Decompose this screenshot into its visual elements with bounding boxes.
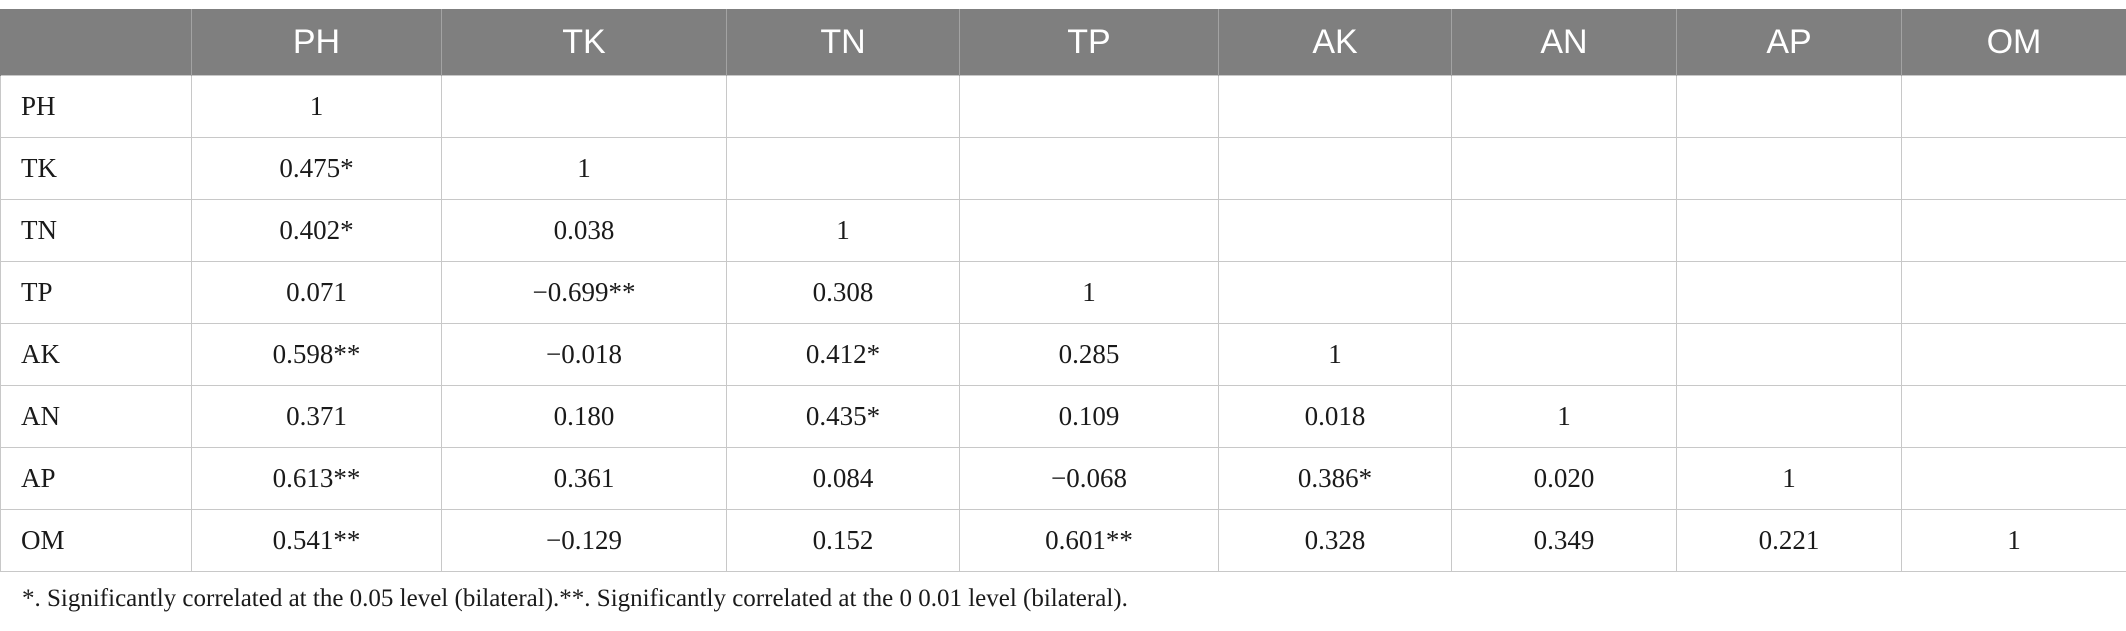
table-cell: [1676, 261, 1902, 324]
row-header-cell: AP: [0, 447, 192, 510]
table-cell: 0.084: [726, 447, 960, 510]
table-cell: [726, 75, 960, 138]
table-cell: [1901, 385, 2126, 448]
correlation-table: PH TK TN TP AK AN AP OM PH 1 TK 0.475* 1 TN 0.…: [0, 9, 2126, 572]
table-cell: [1451, 75, 1677, 138]
row-header-cell: OM: [0, 509, 192, 572]
table-cell: [1676, 75, 1902, 138]
row-header-cell: AK: [0, 323, 192, 386]
table-cell: [1218, 261, 1452, 324]
table-cell: 0.152: [726, 509, 960, 572]
table-cell: 1: [959, 261, 1219, 324]
row-header-cell: PH: [0, 75, 192, 138]
row-header-cell: AN: [0, 385, 192, 448]
table-row: TP 0.071 −0.699** 0.308 1: [0, 261, 2126, 324]
table-cell: [959, 199, 1219, 262]
table-cell: 0.435*: [726, 385, 960, 448]
table-cell: [1218, 199, 1452, 262]
table-cell: 0.285: [959, 323, 1219, 386]
table-cell: −0.018: [441, 323, 727, 386]
table-cell: −0.699**: [441, 261, 727, 324]
header-cell-an: AN: [1451, 9, 1677, 76]
table-cell: [1676, 137, 1902, 200]
table-row: PH 1: [0, 75, 2126, 138]
header-cell-tn: TN: [726, 9, 960, 76]
table-cell: 0.601**: [959, 509, 1219, 572]
row-header-cell: TK: [0, 137, 192, 200]
row-header-cell: TP: [0, 261, 192, 324]
table-cell: 0.328: [1218, 509, 1452, 572]
table-cell: 1: [1901, 509, 2126, 572]
header-cell-ap: AP: [1676, 9, 1902, 76]
table-cell: [959, 137, 1219, 200]
header-cell-ak: AK: [1218, 9, 1452, 76]
table-cell: [441, 75, 727, 138]
header-cell-om: OM: [1901, 9, 2126, 76]
table-cell: [1451, 199, 1677, 262]
table-cell: [1451, 323, 1677, 386]
table-cell: 0.180: [441, 385, 727, 448]
table-cell: 0.071: [191, 261, 442, 324]
table-cell: [1676, 199, 1902, 262]
table-cell: [1901, 323, 2126, 386]
table-cell: [1901, 261, 2126, 324]
table-cell: 1: [191, 75, 442, 138]
table-cell: 0.349: [1451, 509, 1677, 572]
table-cell: −0.068: [959, 447, 1219, 510]
table-cell: 1: [1676, 447, 1902, 510]
table-cell: 0.308: [726, 261, 960, 324]
table-cell: 0.613**: [191, 447, 442, 510]
table-cell: [1901, 199, 2126, 262]
row-header-cell: TN: [0, 199, 192, 262]
table-cell: [726, 137, 960, 200]
table-cell: [1218, 75, 1452, 138]
table-row: AP 0.613** 0.361 0.084 −0.068 0.386* 0.020 1: [0, 447, 2126, 510]
table-cell: 0.371: [191, 385, 442, 448]
header-corner-cell: [0, 9, 192, 76]
table-cell: [1218, 137, 1452, 200]
table-cell: 0.221: [1676, 509, 1902, 572]
table-cell: 1: [726, 199, 960, 262]
table-cell: 0.402*: [191, 199, 442, 262]
table-cell: 0.541**: [191, 509, 442, 572]
table-cell: 0.598**: [191, 323, 442, 386]
table-cell: [1901, 75, 2126, 138]
table-cell: [1676, 385, 1902, 448]
header-cell-tk: TK: [441, 9, 727, 76]
table-footnote: *. Significantly correlated at the 0.05 …: [22, 585, 1128, 612]
table-row: OM 0.541** −0.129 0.152 0.601** 0.328 0.349 0.2…: [0, 509, 2126, 572]
table-cell: [1901, 137, 2126, 200]
table-cell: [1901, 447, 2126, 510]
table-cell: [959, 75, 1219, 138]
table-cell: [1451, 137, 1677, 200]
table-cell: 0.412*: [726, 323, 960, 386]
header-cell-tp: TP: [959, 9, 1219, 76]
correlation-table-container: PH TK TN TP AK AN AP OM PH 1 TK 0.475* 1 TN 0.…: [0, 9, 2126, 572]
table-cell: 0.361: [441, 447, 727, 510]
table-cell: 0.018: [1218, 385, 1452, 448]
table-cell: 0.475*: [191, 137, 442, 200]
table-row: TK 0.475* 1: [0, 137, 2126, 200]
table-cell: 0.109: [959, 385, 1219, 448]
table-cell: −0.129: [441, 509, 727, 572]
header-row: PH TK TN TP AK AN AP OM: [0, 9, 2126, 76]
table-cell: [1451, 261, 1677, 324]
table-cell: [1676, 323, 1902, 386]
header-cell-ph: PH: [191, 9, 442, 76]
table-row: AK 0.598** −0.018 0.412* 0.285 1: [0, 323, 2126, 386]
table-cell: 0.386*: [1218, 447, 1452, 510]
table-cell: 1: [1451, 385, 1677, 448]
table-cell: 1: [1218, 323, 1452, 386]
table-cell: 1: [441, 137, 727, 200]
table-row: TN 0.402* 0.038 1: [0, 199, 2126, 262]
table-cell: 0.038: [441, 199, 727, 262]
table-body: PH 1 TK 0.475* 1 TN 0.402* 0.038 1 TP 0.071 −0.699*…: [0, 75, 2126, 572]
table-row: AN 0.371 0.180 0.435* 0.109 0.018 1: [0, 385, 2126, 448]
table-cell: 0.020: [1451, 447, 1677, 510]
